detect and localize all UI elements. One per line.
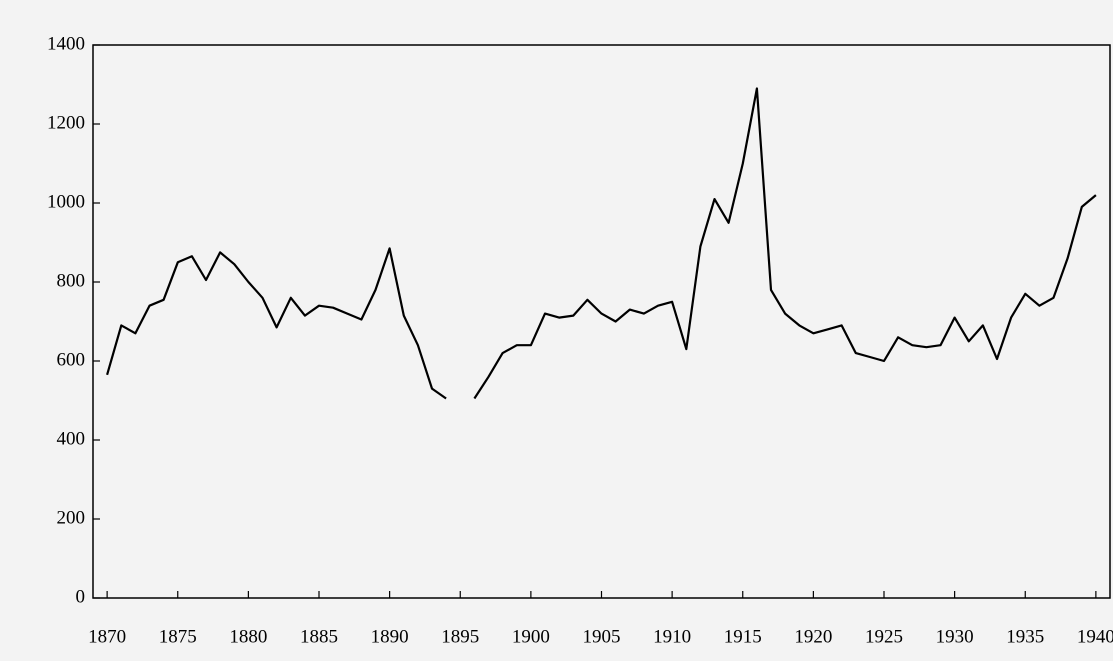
x-tick-label: 1875	[159, 626, 197, 647]
y-tick-label: 1400	[47, 33, 85, 54]
data-line	[106, 87, 1097, 400]
x-tick-label: 1920	[794, 626, 832, 647]
x-tick-label: 1930	[936, 626, 974, 647]
x-tick-label: 1905	[583, 626, 621, 647]
x-tick-label: 1935	[1006, 626, 1044, 647]
x-tick-label: 1885	[300, 626, 338, 647]
y-tick-label: 200	[57, 507, 86, 528]
y-tick-label: 800	[57, 270, 86, 291]
x-tick-label: 1870	[88, 626, 126, 647]
y-tick-label: 400	[57, 428, 86, 449]
x-tick-label: 1940	[1077, 626, 1113, 647]
x-tick-label: 1890	[371, 626, 409, 647]
y-tick-label: 0	[76, 586, 86, 607]
y-tick-label: 1000	[47, 191, 85, 212]
x-tick-label: 1925	[865, 626, 903, 647]
x-tick-label: 1895	[441, 626, 479, 647]
y-tick-label: 1200	[47, 112, 85, 133]
x-tick-label: 1915	[724, 626, 762, 647]
x-tick-label: 1900	[512, 626, 550, 647]
x-tick-label: 1910	[653, 626, 691, 647]
y-tick-label: 600	[57, 349, 86, 370]
x-tick-label: 1880	[229, 626, 267, 647]
